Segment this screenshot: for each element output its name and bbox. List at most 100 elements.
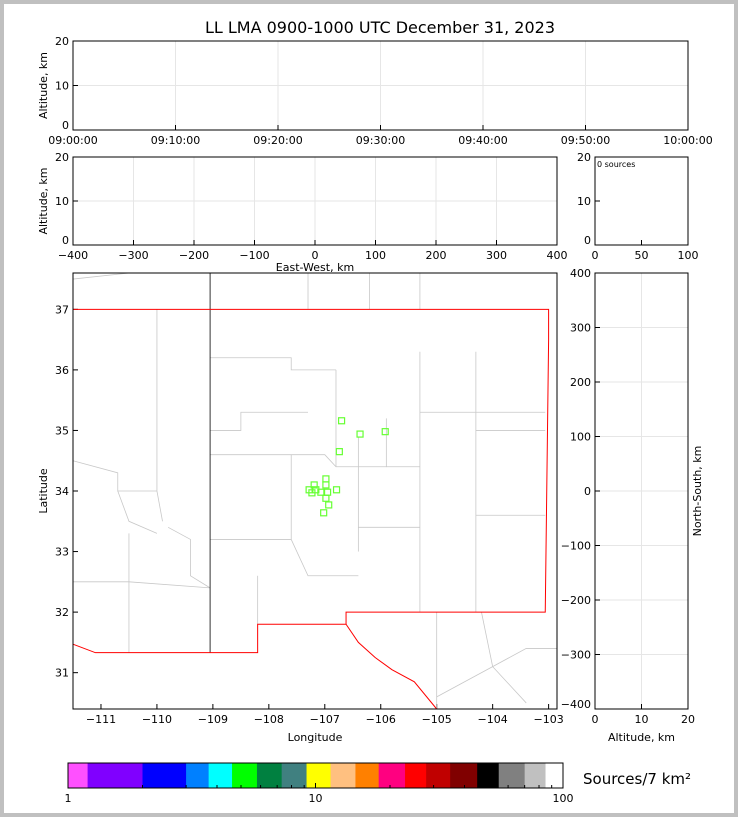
rio-grande-border [345, 623, 438, 710]
source-point [325, 501, 333, 509]
source-point [322, 494, 330, 502]
x-tick-label: −108 [254, 713, 284, 726]
ew-height-panel: −400 −300 −200 −100 0 100 200 300 400 0 10 20 East-W… [37, 151, 568, 274]
y-tick-label: 10 [55, 195, 69, 208]
x-tick-label: −100 [239, 249, 269, 262]
x-tick-label: 09:00:00 [48, 134, 97, 147]
x-tick-label: 50 [635, 249, 649, 262]
axes-frame [594, 156, 689, 246]
y-tick-label: 20 [55, 151, 69, 164]
source-point [320, 509, 328, 517]
axes-frame [72, 156, 558, 246]
county-boundary [72, 272, 129, 280]
x-tick-label: −107 [310, 713, 340, 726]
colorbar-swatch [545, 763, 564, 788]
x-tick-label: −110 [142, 713, 172, 726]
colorbar-swatch [405, 763, 427, 788]
x-tick-label: −109 [198, 713, 228, 726]
figure-title: LL LMA 0900-1000 UTC December 31, 2023 [205, 18, 555, 37]
colorbar-swatch [498, 763, 526, 788]
y-tick-label: 20 [577, 151, 591, 164]
x-axis-label: Longitude [288, 731, 343, 744]
y-tick-label: 31 [55, 667, 69, 680]
y-tick-label: −300 [561, 649, 591, 662]
source-point [337, 417, 346, 425]
plan-view-panel: −111 −110 −109 −108 −107 −106 −105 −104 −103 31 32… [37, 272, 564, 744]
y-tick-label: 35 [55, 424, 69, 437]
county-boundary [210, 539, 359, 577]
colorbar-swatch [281, 763, 308, 788]
source-point [332, 486, 341, 494]
y-tick-label: 100 [570, 431, 591, 444]
y-tick-label: 0 [62, 119, 69, 132]
colorbar-swatch [426, 763, 451, 788]
colorbar-swatch [256, 763, 283, 788]
colorbar-swatch [524, 763, 547, 788]
y-axis-label: Altitude, km [37, 167, 50, 234]
axes-frame [594, 272, 689, 710]
axes-frame [72, 272, 558, 710]
state-border [72, 308, 550, 654]
y-tick-label: 20 [55, 35, 69, 48]
colorbar-swatch [355, 763, 380, 788]
y-tick-label: 34 [55, 485, 69, 498]
colorbar-swatch [232, 763, 258, 788]
colorbar-tick-label: 1 [65, 792, 72, 805]
x-tick-label: 200 [426, 249, 447, 262]
county-boundary [210, 454, 387, 468]
x-axis-label: East-West, km [276, 261, 354, 274]
source-count-annotation: 0 sources [597, 160, 635, 169]
y-tick-label: 0 [584, 234, 591, 247]
county-boundary [117, 490, 158, 534]
x-tick-label: −103 [533, 713, 563, 726]
y-tick-label: 0 [584, 485, 591, 498]
x-tick-label: 10 [635, 713, 649, 726]
source-point [381, 428, 389, 436]
x-tick-label: −106 [366, 713, 396, 726]
histogram-panel: 0 50 100 0 10 20 0 sources [577, 151, 699, 262]
x-axis-label: Altitude, km [608, 731, 675, 744]
county-boundary [72, 460, 157, 492]
source-point [356, 430, 364, 438]
source-point [310, 481, 318, 489]
x-tick-label: 0 [312, 249, 319, 262]
x-tick-label: 20 [681, 713, 695, 726]
colorbar-swatch [330, 763, 356, 788]
x-tick-label: −300 [118, 249, 148, 262]
y-tick-label: 32 [55, 606, 69, 619]
y-tick-label: 300 [570, 322, 591, 335]
x-tick-label: 09:20:00 [253, 134, 302, 147]
colorbar-swatch [378, 763, 406, 788]
colorbar-swatch [450, 763, 478, 788]
x-tick-label: 10:00:00 [663, 134, 712, 147]
source-point [317, 488, 325, 496]
source-point [335, 448, 343, 456]
colorbar-label: Sources/7 km² [583, 770, 691, 788]
county-boundary [210, 411, 309, 431]
x-tick-label: 300 [486, 249, 507, 262]
county-boundary [167, 526, 211, 589]
colorbar: 1 10 100 [65, 762, 574, 805]
x-tick-label: −111 [86, 713, 116, 726]
plot-area [595, 157, 688, 245]
y-tick-label: −100 [561, 540, 591, 553]
y-tick-label: 400 [570, 267, 591, 280]
y-axis-label: North-South, km [691, 446, 704, 537]
ns-height-panel: 0 10 20 −400 −300 −200 −100 0 100 200 300 400 Altitu… [561, 267, 704, 744]
panels: 09:00:00 09:10:00 09:20:00 09:30:00 09:40:00… [37, 35, 713, 744]
x-tick-label: 09:50:00 [561, 134, 610, 147]
colorbar-tick-label: 10 [309, 792, 323, 805]
y-tick-label: 0 [62, 234, 69, 247]
colorbar-swatch [208, 763, 233, 788]
y-tick-label: 33 [55, 546, 69, 559]
y-tick-label: 10 [577, 195, 591, 208]
y-tick-label: 37 [55, 303, 69, 316]
axes-frame [72, 40, 689, 131]
county-boundary [156, 309, 163, 522]
colorbar-swatch [87, 763, 144, 788]
x-tick-label: 0 [592, 249, 599, 262]
y-tick-label: −200 [561, 594, 591, 607]
x-tick-label: −104 [478, 713, 508, 726]
x-tick-label: 09:10:00 [151, 134, 200, 147]
